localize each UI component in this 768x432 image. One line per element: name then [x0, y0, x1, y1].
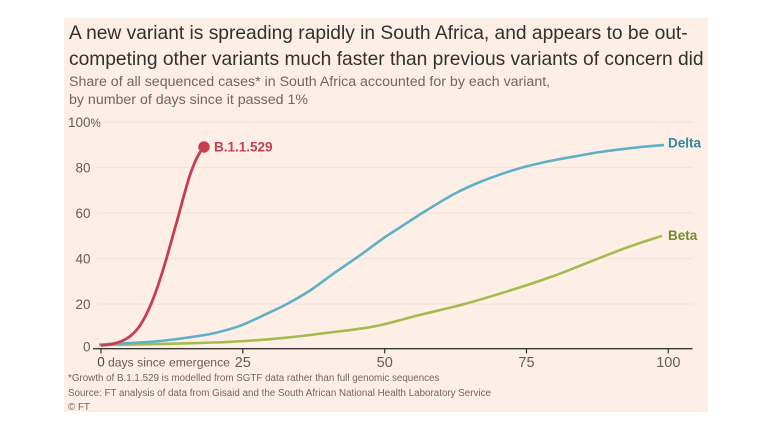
- svg-text:days since emergence: days since emergence: [108, 356, 230, 370]
- svg-text:Delta: Delta: [668, 136, 702, 151]
- svg-text:0: 0: [97, 355, 105, 370]
- svg-text:Beta: Beta: [668, 228, 698, 243]
- svg-text:%: %: [91, 118, 101, 130]
- svg-text:80: 80: [75, 160, 90, 175]
- svg-text:40: 40: [75, 251, 90, 266]
- svg-text:25: 25: [235, 355, 251, 371]
- svg-text:B.1.1.529: B.1.1.529: [214, 140, 273, 155]
- svg-text:100: 100: [656, 355, 680, 371]
- svg-text:100: 100: [68, 115, 91, 130]
- svg-text:20: 20: [75, 297, 90, 312]
- svg-text:60: 60: [75, 206, 90, 221]
- svg-text:50: 50: [377, 355, 393, 371]
- svg-text:75: 75: [518, 355, 534, 371]
- svg-text:0: 0: [83, 340, 91, 355]
